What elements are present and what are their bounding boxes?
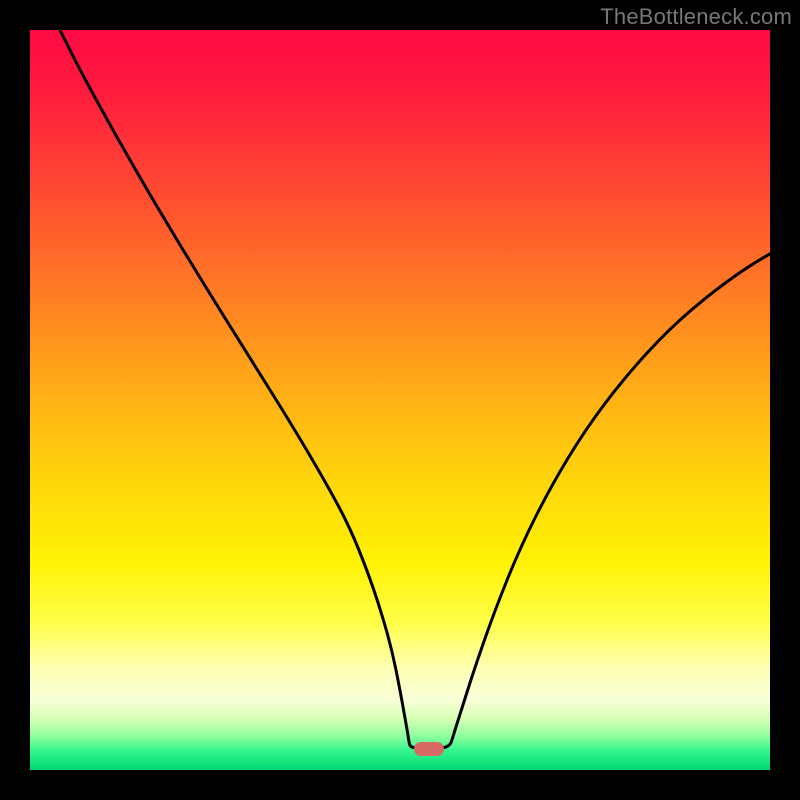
plot-background [30,30,770,770]
optimal-marker [414,742,444,756]
chart-svg [0,0,800,800]
chart-root: TheBottleneck.com [0,0,800,800]
watermark-text: TheBottleneck.com [600,4,792,30]
